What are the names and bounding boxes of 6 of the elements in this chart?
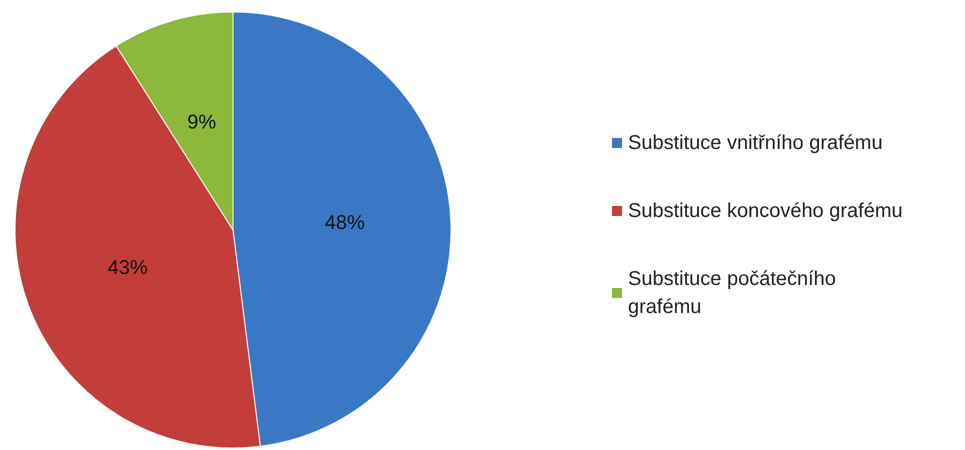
data-label: 43% xyxy=(108,256,148,279)
legend-label: Substituce vnitřního grafému xyxy=(628,132,883,154)
legend-label: Substituce koncového grafému xyxy=(628,200,903,222)
legend-label: Substituce počátečního grafému xyxy=(628,268,842,318)
data-label: 9% xyxy=(187,111,216,134)
data-label: 48% xyxy=(324,212,366,234)
